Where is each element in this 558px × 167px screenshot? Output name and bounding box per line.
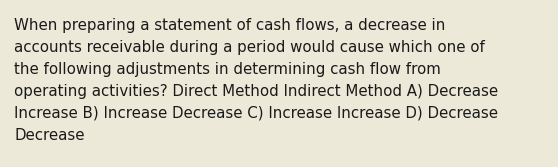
Text: the following adjustments in determining cash flow from: the following adjustments in determining… — [14, 62, 441, 77]
Text: Increase B) Increase Decrease C) Increase Increase D) Decrease: Increase B) Increase Decrease C) Increas… — [14, 106, 498, 121]
Text: Decrease: Decrease — [14, 128, 84, 143]
Text: When preparing a statement of cash flows, a decrease in: When preparing a statement of cash flows… — [14, 18, 445, 33]
Text: operating activities? Direct Method Indirect Method A) Decrease: operating activities? Direct Method Indi… — [14, 84, 498, 99]
Text: accounts receivable during a period would cause which one of: accounts receivable during a period woul… — [14, 40, 485, 55]
